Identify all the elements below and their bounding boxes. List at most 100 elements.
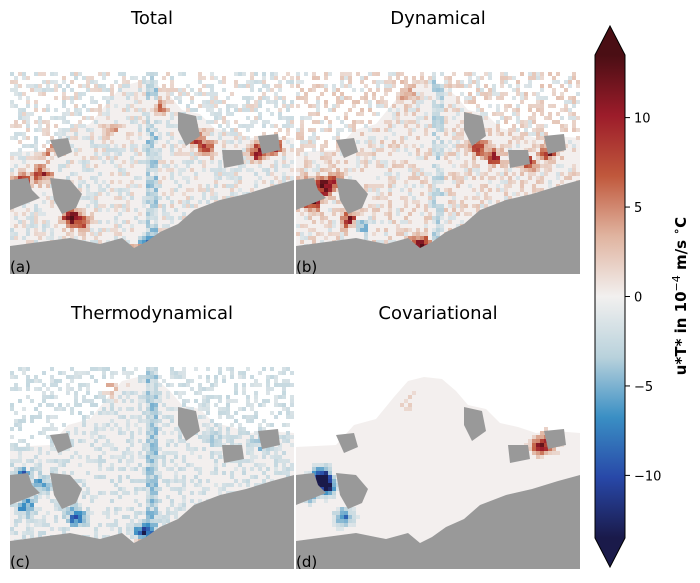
heatmap-cell bbox=[70, 228, 74, 232]
heatmap-cell bbox=[38, 152, 42, 156]
heatmap-cell bbox=[114, 399, 118, 403]
heatmap-cell bbox=[416, 100, 420, 104]
heatmap-cell bbox=[82, 156, 86, 160]
heatmap-cell bbox=[166, 132, 170, 136]
heatmap-cell bbox=[154, 403, 158, 407]
heatmap-cell bbox=[38, 180, 42, 184]
heatmap-cell bbox=[376, 184, 380, 188]
heatmap-cell bbox=[320, 84, 324, 88]
heatmap-cell bbox=[364, 188, 368, 192]
heatmap-cell bbox=[122, 188, 126, 192]
heatmap-cell bbox=[548, 112, 552, 116]
heatmap-cell bbox=[304, 160, 308, 164]
heatmap-cell bbox=[126, 407, 130, 411]
heatmap-cell bbox=[520, 172, 524, 176]
heatmap-cell bbox=[504, 76, 508, 80]
heatmap-cell bbox=[158, 487, 162, 491]
heatmap-cell bbox=[416, 124, 420, 128]
heatmap-cell bbox=[150, 192, 154, 196]
heatmap-cell bbox=[452, 152, 456, 156]
heatmap-cell bbox=[90, 80, 94, 84]
heatmap-cell bbox=[328, 172, 332, 176]
heatmap-cell bbox=[316, 471, 320, 475]
heatmap-cell bbox=[384, 164, 388, 168]
heatmap-cell bbox=[348, 511, 352, 515]
heatmap-cell bbox=[412, 168, 416, 172]
heatmap-cell bbox=[388, 128, 392, 132]
heatmap-cell bbox=[336, 128, 340, 132]
heatmap-cell bbox=[416, 200, 420, 204]
heatmap-cell bbox=[468, 80, 472, 84]
heatmap-cell bbox=[352, 88, 356, 92]
heatmap-cell bbox=[178, 395, 182, 399]
heatmap-cell bbox=[440, 108, 444, 112]
heatmap-cell bbox=[376, 148, 380, 152]
heatmap-cell bbox=[102, 535, 106, 539]
heatmap-cell bbox=[440, 84, 444, 88]
heatmap-cell bbox=[10, 156, 14, 160]
heatmap-cell bbox=[202, 399, 206, 403]
heatmap-cell bbox=[500, 152, 504, 156]
heatmap-cell bbox=[408, 120, 412, 124]
heatmap-cell bbox=[70, 96, 74, 100]
heatmap-cell bbox=[202, 188, 206, 192]
heatmap-cell bbox=[392, 112, 396, 116]
heatmap-cell bbox=[70, 80, 74, 84]
heatmap-cell bbox=[528, 176, 532, 180]
heatmap-cell bbox=[94, 379, 98, 383]
heatmap-cell bbox=[14, 443, 18, 447]
heatmap-cell bbox=[238, 140, 242, 144]
heatmap-cell bbox=[98, 435, 102, 439]
heatmap-cell bbox=[524, 168, 528, 172]
heatmap-cell bbox=[70, 443, 74, 447]
heatmap-cell bbox=[328, 160, 332, 164]
heatmap-cell bbox=[250, 156, 254, 160]
heatmap-cell bbox=[270, 152, 274, 156]
heatmap-cell bbox=[230, 140, 234, 144]
heatmap-cell bbox=[300, 232, 304, 236]
heatmap-cell bbox=[460, 220, 464, 224]
heatmap-cell bbox=[146, 439, 150, 443]
heatmap-cell bbox=[452, 200, 456, 204]
heatmap-cell bbox=[198, 116, 202, 120]
heatmap-cell bbox=[54, 80, 58, 84]
heatmap-cell bbox=[30, 156, 34, 160]
heatmap-cell bbox=[468, 172, 472, 176]
heatmap-cell bbox=[178, 435, 182, 439]
heatmap-cell bbox=[30, 224, 34, 228]
heatmap-cell bbox=[540, 172, 544, 176]
heatmap-cell bbox=[202, 148, 206, 152]
heatmap-cell bbox=[432, 72, 436, 76]
heatmap-cell bbox=[404, 228, 408, 232]
heatmap-cell bbox=[150, 479, 154, 483]
heatmap-cell bbox=[484, 148, 488, 152]
heatmap-cell bbox=[90, 403, 94, 407]
heatmap-cell bbox=[552, 451, 556, 455]
heatmap-cell bbox=[384, 172, 388, 176]
heatmap-cell bbox=[82, 92, 86, 96]
heatmap-cell bbox=[218, 407, 222, 411]
heatmap-cell bbox=[22, 499, 26, 503]
heatmap-cell bbox=[194, 467, 198, 471]
heatmap-cell bbox=[70, 160, 74, 164]
heatmap-cell bbox=[142, 232, 146, 236]
heatmap-cell bbox=[488, 96, 492, 100]
heatmap-cell bbox=[162, 108, 166, 112]
heatmap-cell bbox=[150, 427, 154, 431]
heatmap-cell bbox=[74, 515, 78, 519]
heatmap-cell bbox=[82, 383, 86, 387]
heatmap-cell bbox=[30, 499, 34, 503]
heatmap-cell bbox=[528, 124, 532, 128]
heatmap-cell bbox=[174, 511, 178, 515]
heatmap-cell bbox=[528, 172, 532, 176]
heatmap-cell bbox=[158, 88, 162, 92]
heatmap-cell bbox=[424, 156, 428, 160]
heatmap-cell bbox=[428, 96, 432, 100]
heatmap-cell bbox=[146, 447, 150, 451]
heatmap-cell bbox=[250, 108, 254, 112]
heatmap-cell bbox=[214, 471, 218, 475]
heatmap-cell bbox=[286, 379, 290, 383]
heatmap-cell bbox=[82, 491, 86, 495]
heatmap-cell bbox=[82, 495, 86, 499]
heatmap-cell bbox=[404, 236, 408, 240]
